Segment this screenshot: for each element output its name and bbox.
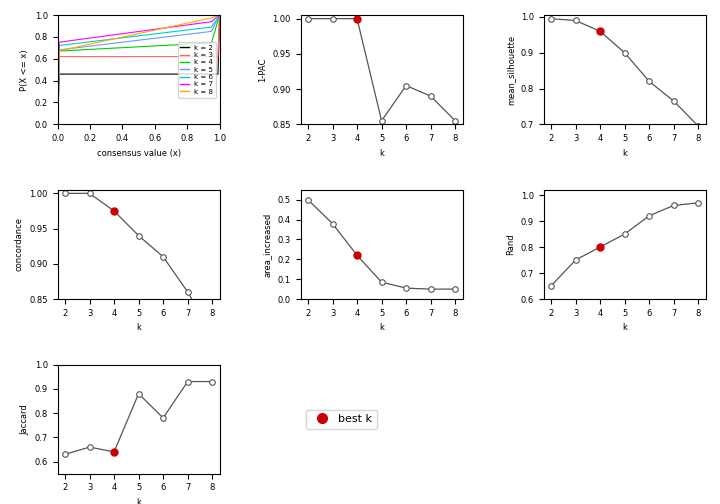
Legend: best k: best k [306, 410, 377, 428]
X-axis label: consensus value (x): consensus value (x) [96, 149, 181, 158]
Y-axis label: mean_silhouette: mean_silhouette [506, 35, 515, 105]
Legend: k = 2, k = 3, k = 4, k = 5, k = 6, k = 7, k = 8: k = 2, k = 3, k = 4, k = 5, k = 6, k = 7… [178, 42, 216, 98]
Y-axis label: P(X <= x): P(X <= x) [20, 49, 29, 91]
X-axis label: k: k [136, 324, 141, 332]
X-axis label: k: k [136, 498, 141, 504]
X-axis label: k: k [622, 149, 627, 158]
X-axis label: k: k [379, 149, 384, 158]
X-axis label: k: k [379, 324, 384, 332]
Y-axis label: Jaccard: Jaccard [20, 404, 29, 434]
Y-axis label: concordance: concordance [15, 217, 24, 272]
Y-axis label: 1-PAC: 1-PAC [258, 57, 267, 82]
Y-axis label: Rand: Rand [506, 234, 515, 255]
X-axis label: k: k [622, 324, 627, 332]
Y-axis label: area_increased: area_increased [263, 212, 272, 277]
